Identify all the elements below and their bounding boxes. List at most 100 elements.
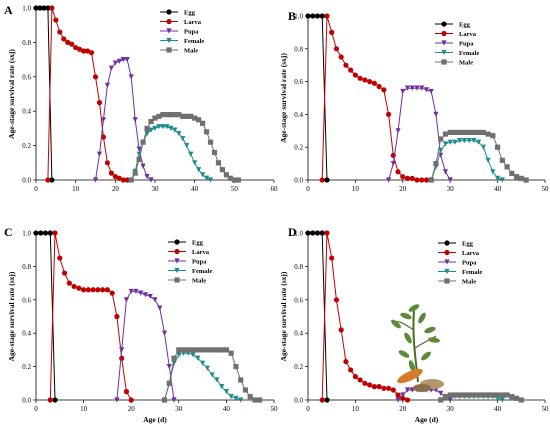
male-point [235, 177, 241, 183]
female-point [207, 177, 214, 183]
x-tick-label: 20 [399, 405, 407, 413]
larva-point [371, 80, 377, 86]
male-point [174, 277, 180, 283]
x-tick-label: 30 [447, 405, 455, 413]
egg-point [310, 13, 316, 19]
x-tick-label: 10 [72, 185, 80, 193]
x-axis-title: Age (d) [143, 415, 167, 424]
egg-point [49, 177, 55, 183]
egg-point [305, 13, 311, 19]
y-axis-title: Age-stage survival rate (sxj) [279, 53, 288, 143]
male-point [152, 115, 158, 121]
male-point [466, 129, 472, 136]
series-egg [305, 13, 330, 183]
female-point [447, 139, 453, 145]
panel-letter: C [4, 225, 13, 239]
female-point [223, 389, 229, 395]
female-point [172, 127, 178, 133]
series-male [128, 112, 241, 183]
larva-point [381, 385, 387, 391]
larva-point [348, 67, 354, 73]
x-tick-label: 50 [542, 185, 550, 193]
male-point [504, 164, 510, 170]
y-axis-title: Age-stage survival rate (sxj) [279, 271, 288, 361]
larva-point [90, 287, 96, 293]
larva-point [88, 50, 95, 56]
larva-point [104, 160, 110, 166]
pupa-point [442, 169, 449, 175]
y-tick-label: 0.2 [22, 363, 31, 371]
pupa-point [124, 57, 130, 63]
male-point [461, 392, 468, 398]
larva-point [100, 134, 107, 140]
pupa-point [441, 40, 447, 46]
legend-label-egg: Egg [184, 9, 196, 16]
x-tick-label: 10 [352, 405, 360, 413]
chart-panel-c: C 0 10 20 30 40 50 0.0 0.2 0.4 0.6 0.8 1.0 Age (d) Age… [4, 225, 278, 424]
male-point [428, 177, 434, 183]
legend-label-male: Male [184, 47, 198, 54]
female-point [214, 377, 220, 383]
egg-point [41, 5, 47, 11]
legend-label-pupa: Pupa [459, 40, 474, 47]
male-point [471, 392, 477, 398]
male-point [495, 392, 501, 398]
male-point [513, 395, 520, 401]
male-point [156, 113, 162, 119]
series-male [161, 347, 263, 403]
larva-point [71, 283, 77, 290]
x-tick-label: 50 [271, 405, 279, 413]
pupa-point [136, 146, 142, 152]
larva-point [338, 327, 344, 333]
male-point [195, 347, 201, 353]
y-axis-title: Age-stage survival rate (sxj) [7, 49, 16, 139]
larva-point [385, 385, 392, 391]
larva-point [371, 384, 377, 390]
x-tick-label: 10 [80, 405, 88, 413]
pupa-point [433, 111, 439, 117]
x-tick-label: 40 [494, 185, 502, 193]
larva-point [362, 77, 368, 83]
larva-point [112, 173, 118, 180]
female-point [166, 37, 172, 44]
larva-point [329, 29, 335, 35]
pupa-point [166, 28, 172, 34]
larva-point [73, 44, 79, 51]
larva-point [61, 270, 68, 276]
pupa-point [419, 85, 425, 91]
larva-point [404, 175, 411, 181]
female-point [209, 372, 215, 378]
larva-point [352, 374, 358, 380]
plant-illustration [391, 304, 444, 392]
male-point [480, 129, 486, 136]
male-point [227, 175, 233, 181]
y-tick-label: 0.0 [22, 397, 31, 405]
female-point [180, 136, 186, 142]
male-point [476, 129, 482, 136]
larva-point [100, 287, 106, 293]
female-point [233, 395, 239, 401]
pupa-point [171, 397, 177, 403]
y-tick-label: 0.2 [294, 144, 303, 152]
female-point [196, 167, 202, 173]
legend-label-pupa: Pupa [462, 259, 477, 266]
plant-leaf [421, 351, 431, 361]
larva-point [324, 230, 330, 236]
larva-point [76, 285, 82, 291]
legend-label-larva: Larva [184, 19, 202, 26]
pupa-point [116, 58, 122, 64]
pupa-point [390, 161, 396, 167]
female-point [461, 138, 468, 144]
larva-point [116, 175, 122, 181]
egg-point [319, 13, 325, 19]
male-point [247, 394, 253, 400]
larva-point [329, 255, 335, 261]
male-point [461, 129, 468, 136]
x-tick-label: 50 [542, 405, 550, 413]
series-line-larva [321, 232, 408, 401]
male-point [499, 392, 505, 398]
larva-point [120, 177, 126, 183]
male-point [447, 392, 453, 398]
y-tick-label: 0.2 [22, 142, 31, 150]
female-point [499, 397, 505, 403]
